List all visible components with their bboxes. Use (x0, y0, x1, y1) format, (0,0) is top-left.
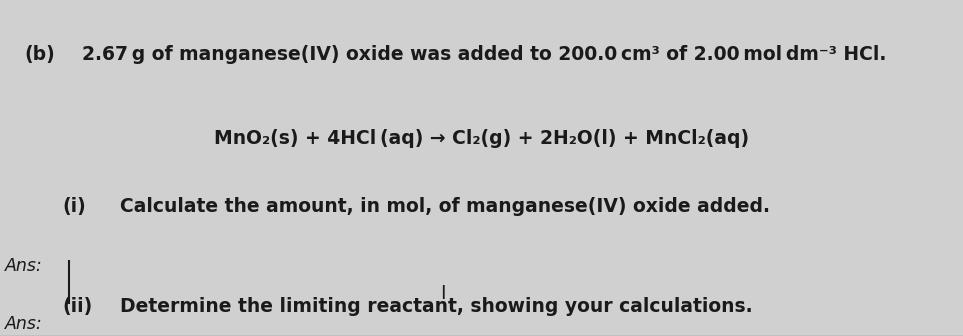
Text: (ii): (ii) (63, 297, 92, 317)
Text: (b): (b) (24, 45, 55, 65)
Text: Ans:: Ans: (5, 314, 42, 333)
Text: 2.67 g of manganese(IV) oxide was added to 200.0 cm³ of 2.00 mol dm⁻³ HCl.: 2.67 g of manganese(IV) oxide was added … (82, 45, 886, 65)
Text: Ans:: Ans: (5, 257, 42, 275)
Text: I: I (440, 284, 446, 303)
Text: (i): (i) (63, 197, 87, 216)
Text: Determine the limiting reactant, showing your calculations.: Determine the limiting reactant, showing… (120, 297, 753, 317)
Text: MnO₂(s) + 4HCl (aq) → Cl₂(g) + 2H₂O(l) + MnCl₂(aq): MnO₂(s) + 4HCl (aq) → Cl₂(g) + 2H₂O(l) +… (214, 129, 749, 149)
Text: Calculate the amount, in mol, of manganese(IV) oxide added.: Calculate the amount, in mol, of mangane… (120, 197, 770, 216)
